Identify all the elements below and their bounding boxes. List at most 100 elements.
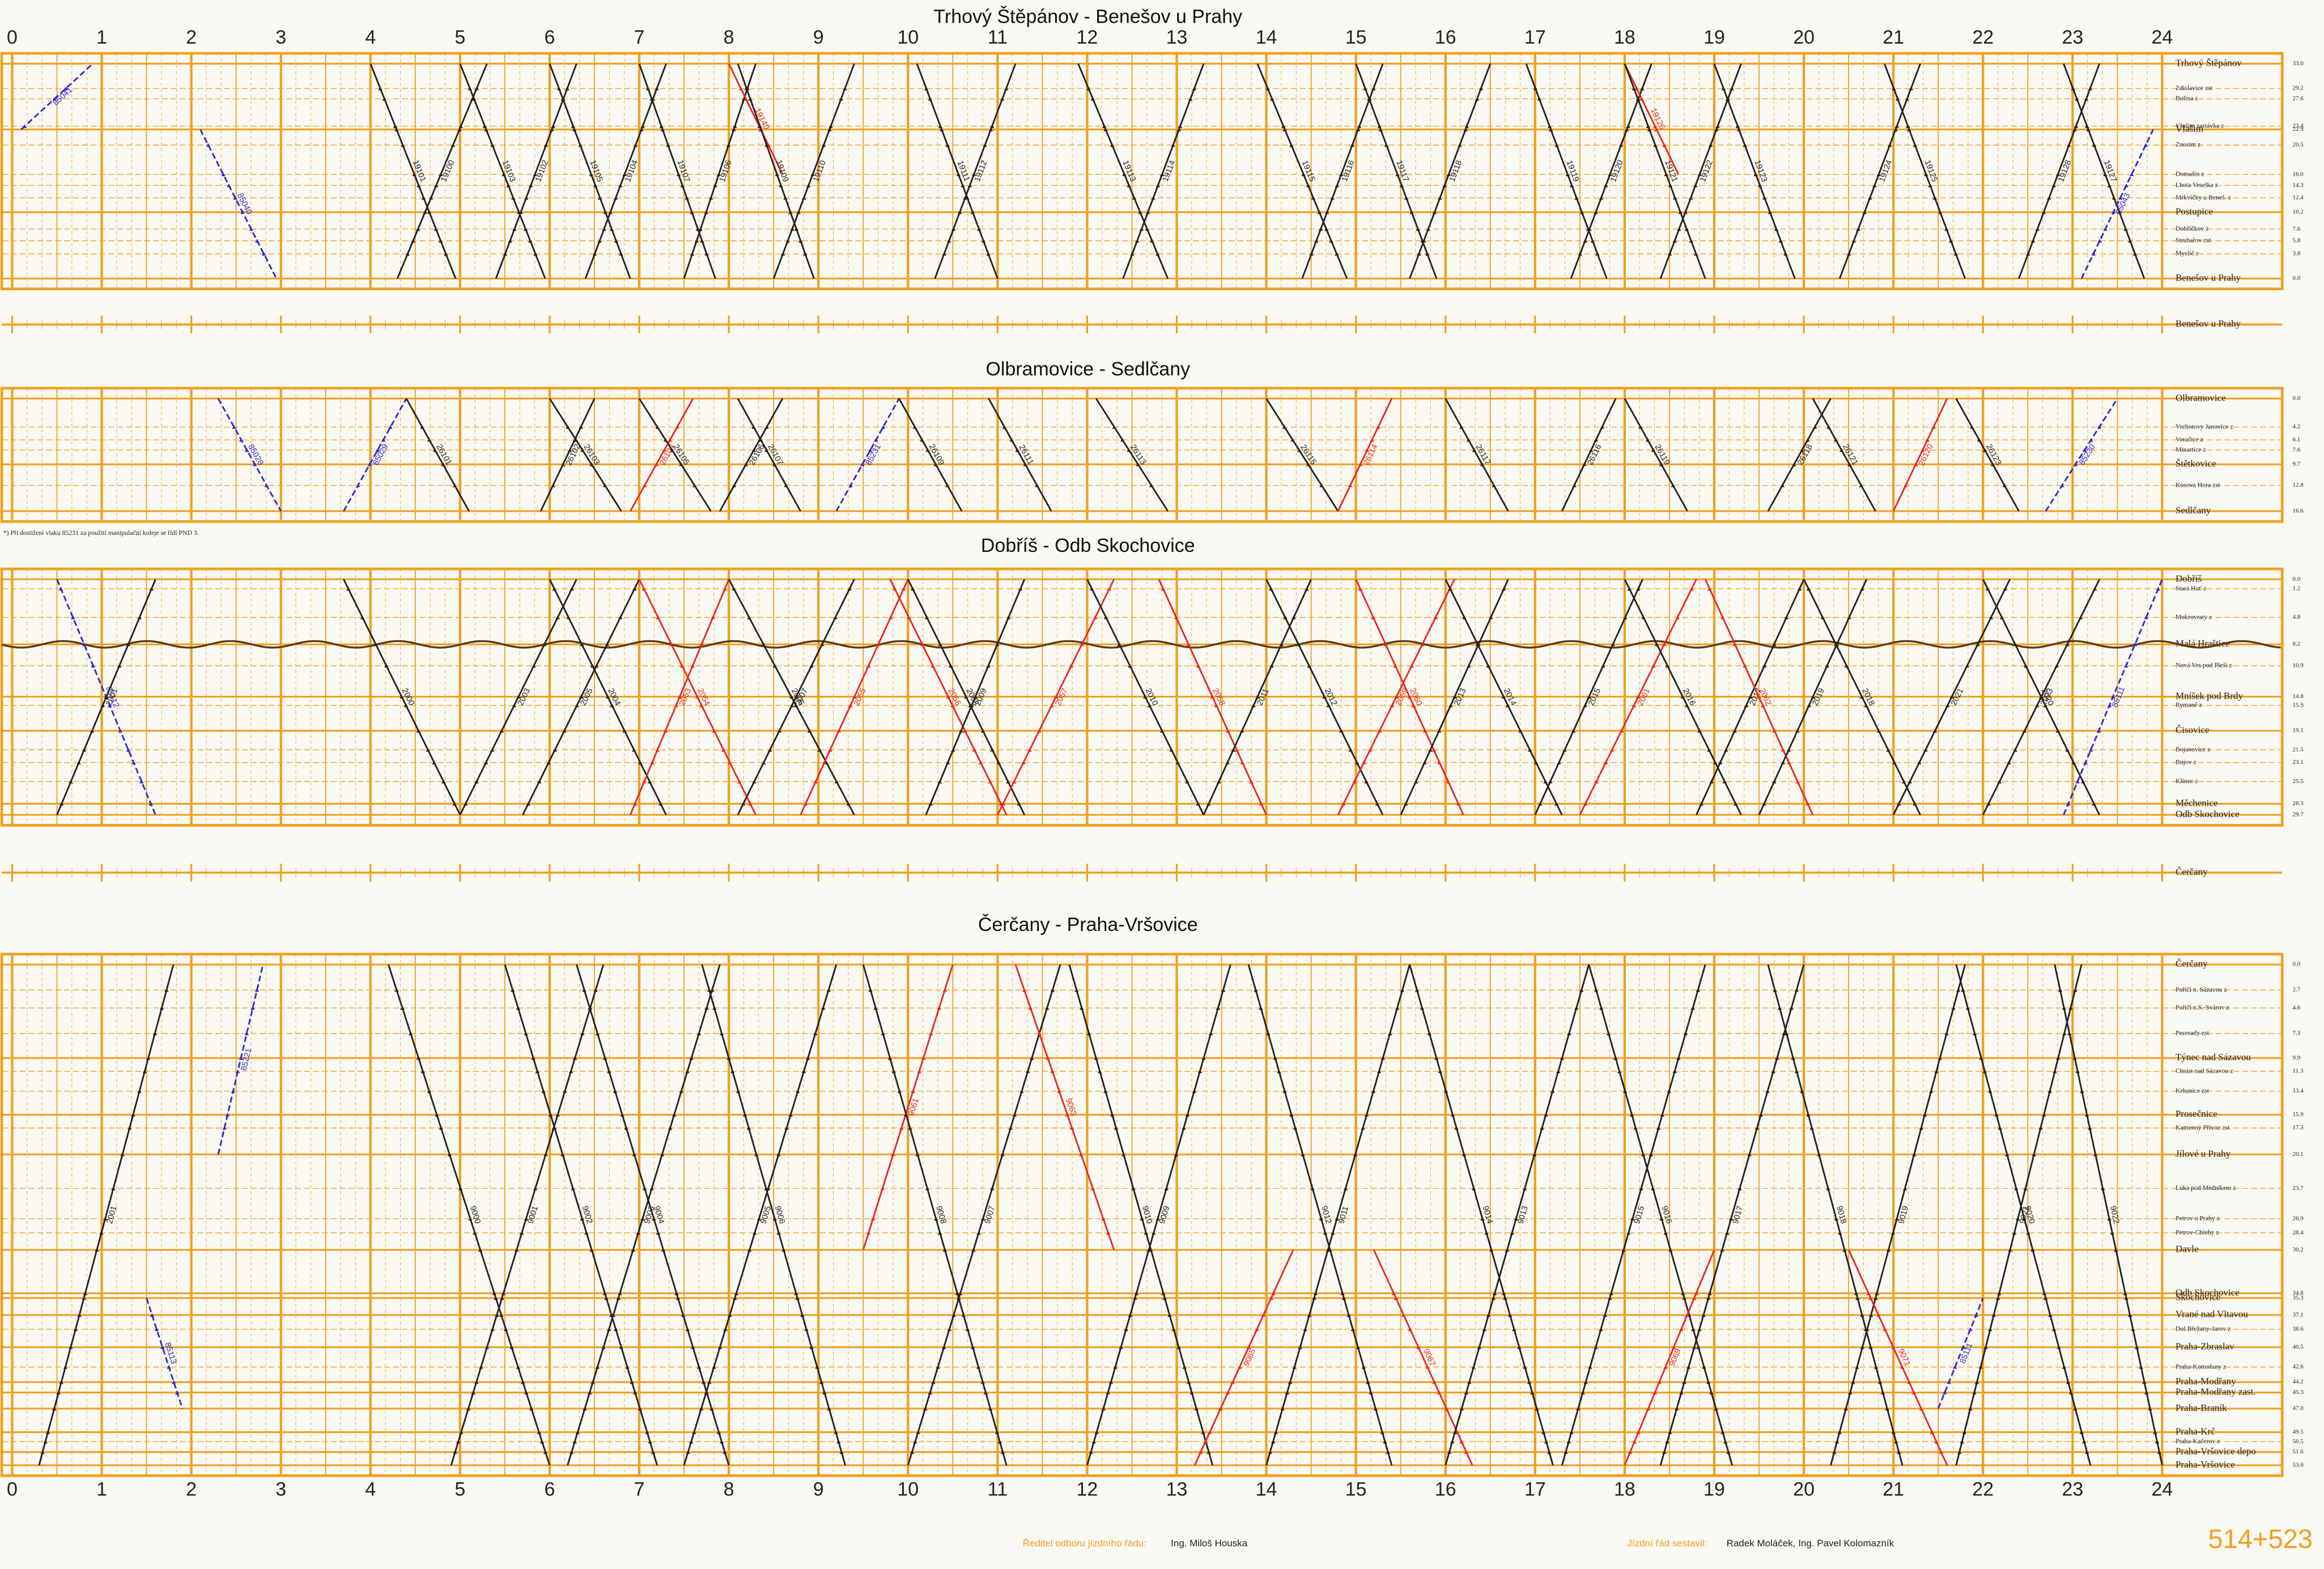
stop-marker	[1523, 1365, 1527, 1369]
stop-marker	[996, 760, 1001, 764]
stop-marker	[1709, 1391, 1714, 1394]
stop-marker	[794, 695, 798, 699]
stop-marker	[1565, 172, 1570, 176]
stop-marker	[1442, 183, 1447, 188]
stop-marker	[942, 988, 947, 992]
stop-marker	[83, 1291, 87, 1295]
stop-marker	[2124, 183, 2128, 188]
stop-marker	[601, 1345, 606, 1349]
stop-marker	[1192, 86, 1197, 91]
stop-marker	[1012, 1112, 1017, 1117]
footer-director: Ing. Miloš Houska	[1171, 1538, 1248, 1549]
stop-marker	[1090, 586, 1094, 591]
stop-marker	[137, 615, 142, 619]
stop-marker	[1706, 1296, 1711, 1300]
stop-marker	[980, 1217, 985, 1221]
stop-marker	[945, 143, 950, 147]
train-path	[539, 398, 596, 512]
stop-marker	[1463, 127, 1468, 131]
stop-marker	[690, 252, 695, 256]
hour-label: 21	[1883, 27, 1904, 48]
stop-marker	[60, 802, 64, 806]
stop-marker	[1707, 586, 1712, 591]
stop-marker	[827, 127, 832, 131]
stop-marker	[1672, 1069, 1677, 1073]
stop-marker	[1594, 1345, 1598, 1349]
stop-marker	[2072, 1056, 2077, 1060]
stop-marker	[1409, 210, 1414, 214]
stop-marker	[1794, 1069, 1799, 1073]
stop-marker	[1101, 1406, 1106, 1411]
stop-marker	[2062, 1031, 2067, 1036]
stop-marker	[839, 1450, 844, 1454]
stop-marker	[751, 425, 756, 429]
stop-marker	[1988, 1327, 1992, 1331]
stop-marker	[524, 195, 529, 200]
stop-marker	[938, 642, 942, 647]
stop-marker	[468, 86, 472, 91]
stop-marker	[2144, 615, 2149, 619]
stop-marker	[1373, 1406, 1378, 1411]
stop-marker	[1231, 747, 1235, 752]
stop-marker	[772, 462, 777, 466]
stop-marker	[1794, 988, 1799, 992]
hour-label: 7	[634, 27, 645, 48]
hour-label: 24	[2152, 27, 2173, 48]
stop-marker	[1557, 760, 1561, 764]
stop-marker	[1636, 586, 1641, 591]
station-km: 0.0	[2293, 275, 2301, 282]
stop-marker	[777, 729, 781, 733]
stop-marker	[1646, 1406, 1651, 1411]
stop-marker	[1599, 1327, 1603, 1331]
station-name: Znosim z	[2176, 141, 2200, 148]
stop-marker	[1091, 1439, 1097, 1444]
stop-marker	[232, 425, 236, 429]
stop-marker	[1080, 1006, 1084, 1010]
stop-marker	[753, 1231, 757, 1235]
stop-marker	[543, 143, 549, 147]
stop-marker	[2092, 143, 2097, 147]
stop-marker	[1862, 210, 1867, 214]
stop-marker	[580, 1217, 584, 1221]
train-path	[1265, 398, 1339, 512]
stop-marker	[1909, 86, 1913, 91]
stop-marker	[1842, 1248, 1847, 1252]
hour-label: 1	[96, 27, 107, 48]
stop-marker	[533, 172, 537, 176]
stop-marker	[434, 227, 439, 231]
stop-marker	[1296, 642, 1301, 647]
station-km: 49.5	[2293, 1428, 2304, 1435]
stop-marker	[499, 1313, 504, 1317]
stop-marker	[1079, 1152, 1084, 1156]
stop-marker	[806, 183, 811, 188]
stop-marker	[1208, 1031, 1213, 1036]
stop-marker	[1269, 664, 1274, 668]
stop-marker	[394, 988, 399, 992]
stop-marker	[548, 1112, 553, 1117]
hour-label: 2	[186, 1478, 197, 1500]
stop-marker	[1145, 227, 1149, 231]
stop-marker	[1307, 664, 1311, 668]
stop-marker	[1618, 143, 1624, 147]
stop-marker	[1753, 172, 1758, 176]
stop-marker	[1201, 1056, 1206, 1060]
stop-marker	[618, 183, 623, 188]
stop-marker	[1713, 760, 1718, 764]
stop-marker	[458, 124, 463, 128]
stop-marker	[111, 1186, 116, 1190]
hour-label: 18	[1614, 27, 1635, 48]
stop-marker	[1647, 127, 1652, 131]
station-name: Myslič z	[2176, 250, 2199, 257]
station-km: 11.3	[2293, 1068, 2304, 1074]
station-km: 4.6	[2293, 1004, 2301, 1011]
stop-marker	[1975, 642, 1980, 647]
stop-marker	[1556, 1069, 1561, 1073]
stop-marker	[1944, 1031, 1949, 1036]
stop-marker	[920, 437, 924, 442]
stop-marker	[1715, 124, 1720, 128]
stop-marker	[1356, 127, 1361, 131]
stop-marker	[1668, 1248, 1673, 1252]
stop-marker	[779, 183, 783, 188]
stop-marker	[647, 779, 652, 784]
